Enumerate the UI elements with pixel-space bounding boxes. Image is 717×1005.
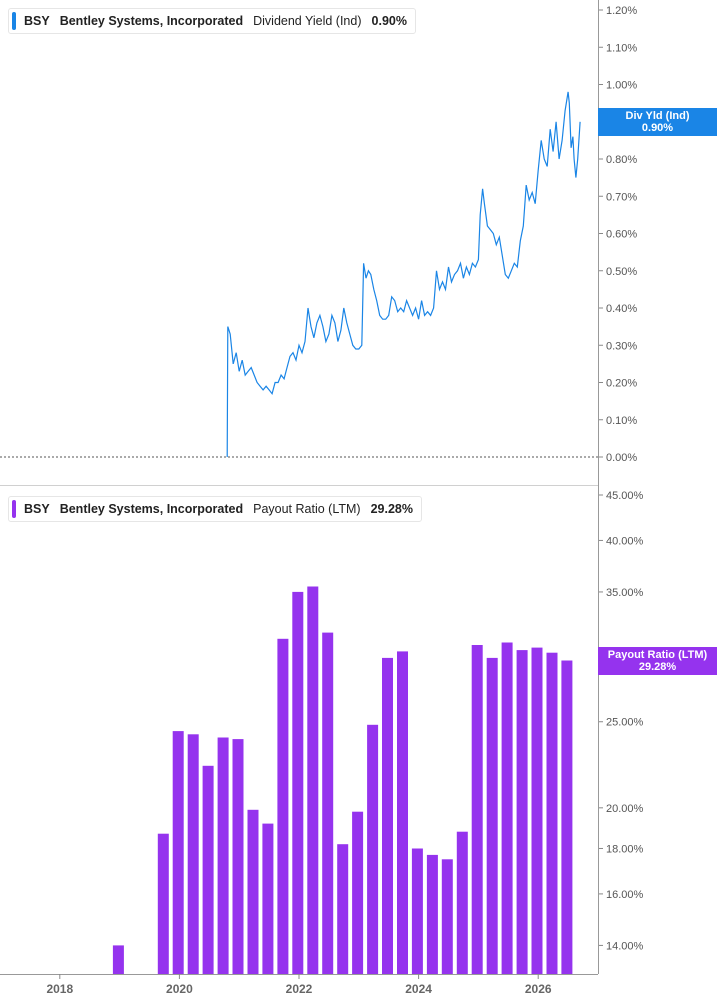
- dividend-yield-tag-value: 0.90%: [641, 121, 674, 134]
- payout-ratio-bar: [367, 724, 379, 974]
- legend-value: 0.90%: [371, 14, 407, 28]
- payout-ratio-bar: [277, 638, 289, 974]
- payout-ratio-bar: [382, 657, 393, 974]
- payout-ratio-bar: [172, 731, 184, 974]
- y-tick-label: 0.10%: [606, 415, 637, 427]
- payout-ratio-bar: [112, 945, 124, 974]
- legend-ticker: BSY: [24, 14, 50, 28]
- y-tick-label: 0.40%: [606, 303, 637, 315]
- dividend-yield-value-tag: Div Yld (Ind) 0.90%: [598, 107, 717, 136]
- payout-ratio-bar: [307, 586, 319, 974]
- dividend-yield-legend: BSY Bentley Systems, Incorporated Divide…: [8, 8, 416, 34]
- payout-ratio-bar: [232, 739, 244, 974]
- y-tick-label: 45.00%: [606, 490, 644, 502]
- payout-ratio-bar: [561, 660, 573, 974]
- dividend-yield-line: [226, 91, 581, 458]
- legend-company-name: Bentley Systems, Incorporated: [59, 14, 244, 28]
- payout-ratio-bar: [456, 831, 468, 974]
- y-tick-label: 20.00%: [606, 803, 644, 815]
- x-tick-label: 2024: [405, 982, 432, 996]
- x-tick-label: 2022: [286, 982, 313, 996]
- payout-ratio-bar: [292, 591, 304, 974]
- y-tick-label: 0.80%: [606, 154, 637, 166]
- y-tick-label: 35.00%: [606, 587, 644, 599]
- payout-ratio-tag-label: Payout Ratio (LTM): [607, 648, 708, 661]
- payout-ratio-bar: [352, 811, 364, 974]
- payout-ratio-bar: [322, 632, 334, 974]
- payout-ratio-bar: [397, 651, 408, 974]
- y-tick-label: 0.30%: [606, 340, 637, 352]
- dividend-yield-tag-label: Div Yld (Ind): [625, 109, 690, 122]
- x-tick-label: 2018: [46, 982, 73, 996]
- y-tick-label: 0.20%: [606, 378, 637, 390]
- legend-metric: Payout Ratio (LTM): [253, 502, 361, 516]
- y-tick-label: 1.10%: [606, 42, 637, 54]
- payout-ratio-bar: [247, 809, 259, 974]
- x-tick-label: 2020: [166, 982, 193, 996]
- payout-ratio-bar: [157, 833, 169, 974]
- payout-ratio-legend: BSY Bentley Systems, Incorporated Payout…: [8, 496, 422, 522]
- payout-ratio-bar: [262, 823, 274, 974]
- dividend-yield-axis: 0.00% 0.10% 0.20% 0.30% 0.40% 0.50% 0.60% 0.70%…: [598, 5, 637, 464]
- payout-ratio-swatch: [12, 500, 16, 518]
- payout-ratio-bar: [441, 859, 453, 974]
- y-tick-label: 0.50%: [606, 266, 637, 278]
- y-tick-label: 14.00%: [606, 940, 644, 952]
- payout-ratio-bar: [486, 657, 498, 974]
- payout-ratio-bar: [546, 652, 558, 974]
- payout-ratio-bar: [217, 737, 229, 974]
- payout-ratio-bar: [531, 647, 543, 974]
- legend-metric: Dividend Yield (Ind): [253, 14, 362, 28]
- payout-ratio-bar: [516, 650, 528, 974]
- payout-ratio-bar: [471, 645, 483, 974]
- payout-ratio-bar: [187, 734, 199, 974]
- legend-company-name: Bentley Systems, Incorporated: [59, 502, 244, 516]
- y-tick-label: 0.60%: [606, 229, 637, 241]
- payout-ratio-bar: [426, 854, 438, 974]
- dividend-yield-swatch: [12, 12, 16, 30]
- y-tick-label: 0.70%: [606, 191, 637, 203]
- y-tick-label: 25.00%: [606, 717, 644, 729]
- payout-ratio-panel: 14.00% 16.00% 18.00% 20.00% 25.00% 35.00% 40.0…: [112, 490, 644, 974]
- dividend-yield-panel: 0.00% 0.10% 0.20% 0.30% 0.40% 0.50% 0.60% 0.70%…: [0, 5, 637, 464]
- legend-ticker: BSY: [24, 502, 50, 516]
- y-tick-label: 16.00%: [606, 889, 644, 901]
- payout-ratio-bar: [337, 844, 349, 974]
- y-tick-label: 1.00%: [606, 80, 637, 92]
- y-tick-label: 18.00%: [606, 843, 644, 855]
- payout-ratio-bar: [202, 765, 214, 974]
- payout-ratio-bar: [501, 642, 513, 974]
- time-axis: 2018 2020 2022 2024 2026: [46, 974, 552, 996]
- y-tick-label: 40.00%: [606, 535, 644, 547]
- payout-ratio-bar: [411, 848, 423, 974]
- payout-ratio-value-tag: Payout Ratio (LTM) 29.28%: [598, 646, 717, 675]
- legend-value: 29.28%: [370, 502, 413, 516]
- payout-ratio-tag-value: 29.28%: [638, 660, 677, 673]
- y-tick-label: 0.00%: [606, 452, 637, 464]
- y-tick-label: 1.20%: [606, 5, 637, 17]
- payout-ratio-axis: 14.00% 16.00% 18.00% 20.00% 25.00% 35.00% 40.0…: [598, 490, 644, 952]
- x-tick-label: 2026: [525, 982, 552, 996]
